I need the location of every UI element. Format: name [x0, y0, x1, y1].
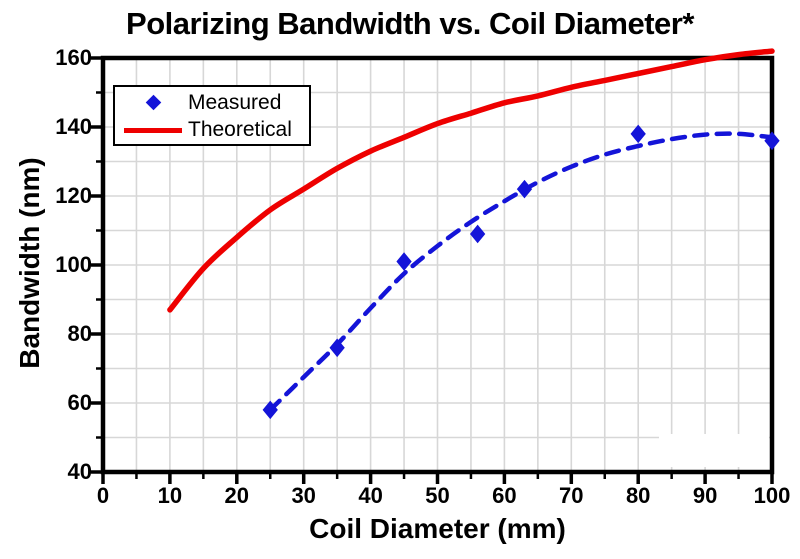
measured-diamond-icon — [145, 94, 162, 111]
y-tick-label: 40 — [67, 459, 92, 484]
legend-label-measured: Measured — [188, 91, 282, 114]
measured-data-point — [630, 124, 646, 144]
x-tick-label: 60 — [492, 483, 517, 508]
legend-item-measured: Measured — [115, 89, 309, 117]
measured-data-point — [262, 400, 278, 420]
legend-label-theoretical: Theoretical — [188, 118, 292, 141]
legend: Measured Theoretical — [113, 85, 311, 146]
y-tick-label: 140 — [55, 114, 92, 139]
theoretical-curve — [167, 48, 775, 313]
x-tick-label: 20 — [224, 483, 250, 508]
y-tick-label: 60 — [67, 390, 92, 415]
chart-title: Polarizing Bandwidth vs. Coil Diameter* — [126, 6, 694, 41]
y-tick-label: 160 — [55, 45, 92, 70]
x-tick-label: 0 — [96, 483, 110, 508]
x-tick-label: 10 — [157, 483, 183, 508]
x-tick-label: 40 — [358, 483, 383, 508]
x-tick-label: 50 — [425, 483, 450, 508]
x-tick-label: 90 — [692, 483, 718, 508]
measured-data-point — [764, 131, 780, 151]
x-tick-label: 30 — [291, 483, 316, 508]
x-tick-label: 80 — [625, 483, 651, 508]
theoretical-line-icon — [124, 128, 182, 133]
y-tick-label: 120 — [55, 183, 92, 208]
measured-fit-curve — [268, 131, 775, 413]
y-tick-label: 80 — [67, 321, 92, 346]
x-axis-label: Coil Diameter (mm) — [309, 513, 566, 544]
measured-data-point — [396, 252, 412, 271]
removed-watermark-patch — [659, 434, 769, 467]
measured-data-point — [329, 338, 345, 358]
x-tick-label: 100 — [753, 483, 791, 508]
legend-item-theoretical: Theoretical — [115, 116, 309, 144]
x-tick-label: 70 — [559, 483, 584, 508]
y-tick-label: 100 — [55, 252, 92, 277]
measured-data-point — [469, 224, 486, 244]
measured-data-point — [516, 179, 533, 199]
